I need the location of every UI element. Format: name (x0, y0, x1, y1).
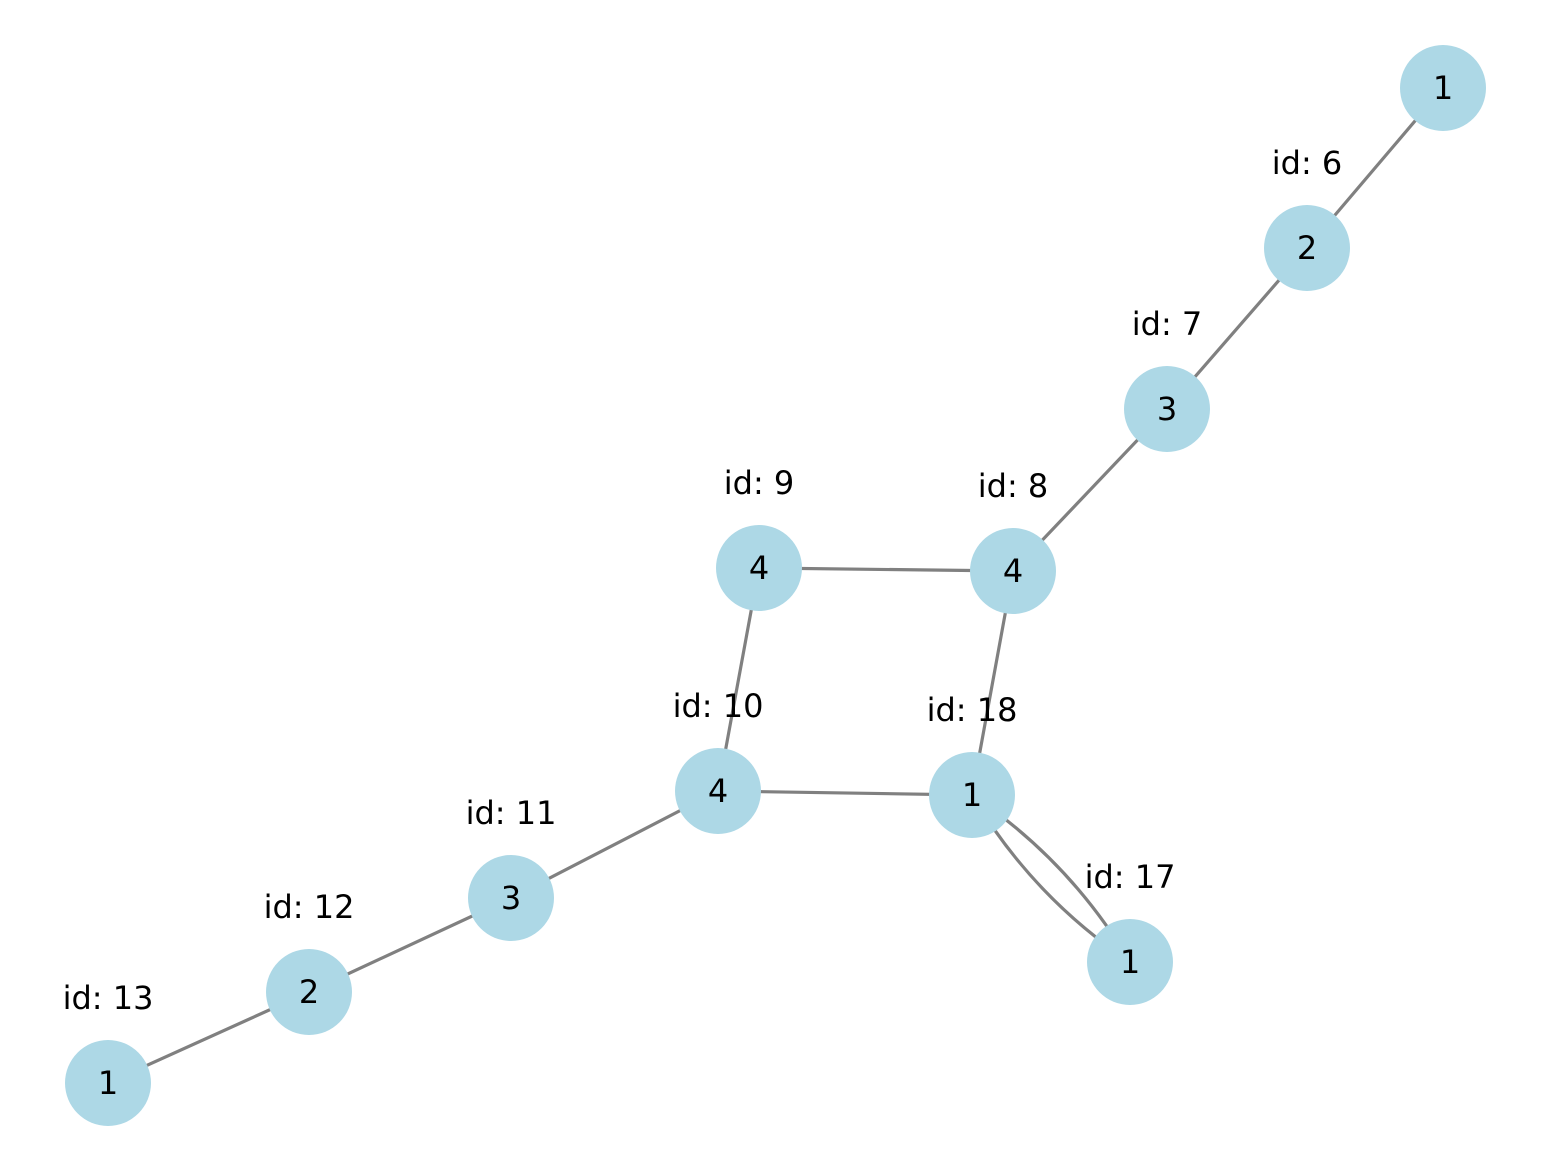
node-id-label-n18: id: 18 (927, 691, 1018, 729)
node-circle (468, 855, 554, 941)
node-circle (675, 748, 761, 834)
node-id-label-n11: id: 11 (466, 794, 557, 832)
node-n13: 1 (65, 1040, 151, 1126)
node-id-label-n8: id: 8 (978, 467, 1049, 505)
node-value: 1 (1433, 69, 1453, 107)
node-id-label-n17: id: 17 (1085, 858, 1176, 896)
node-circle (1400, 45, 1486, 131)
node-id-label-n9: id: 9 (724, 464, 795, 502)
node-id-label-n12: id: 12 (264, 888, 355, 926)
id-labels-layer: id: 6 id: 7 id: 8 id: 9 id: 10 id: 18 id: 17 id… (63, 144, 1343, 1017)
node-id-label-n13: id: 13 (63, 979, 154, 1017)
node-value: 4 (749, 549, 769, 587)
node-circle (266, 949, 352, 1035)
node-id-label-n6: id: 6 (1272, 144, 1343, 182)
node-circle (1264, 205, 1350, 291)
node-n12: 2 (266, 949, 352, 1035)
node-value: 4 (708, 772, 728, 810)
nodes-layer: 1 2 3 4 4 4 1 1 3 2 1 (65, 45, 1486, 1126)
node-value: 2 (299, 973, 319, 1011)
node-id-label-n7: id: 7 (1132, 305, 1203, 343)
node-top: 1 (1400, 45, 1486, 131)
node-circle (970, 528, 1056, 614)
node-circle (65, 1040, 151, 1126)
node-value: 1 (1120, 943, 1140, 981)
node-n9: 4 (716, 525, 802, 611)
node-n18: 1 (929, 752, 1015, 838)
node-n10: 4 (675, 748, 761, 834)
node-value: 1 (98, 1064, 118, 1102)
node-n6: 2 (1264, 205, 1350, 291)
node-circle (1087, 919, 1173, 1005)
node-value: 3 (501, 879, 521, 917)
node-n7: 3 (1124, 366, 1210, 452)
node-id-label-n10: id: 10 (673, 687, 764, 725)
node-value: 2 (1297, 229, 1317, 267)
node-value: 4 (1003, 552, 1023, 590)
node-circle (929, 752, 1015, 838)
node-n11: 3 (468, 855, 554, 941)
node-n8: 4 (970, 528, 1056, 614)
node-n17: 1 (1087, 919, 1173, 1005)
node-circle (716, 525, 802, 611)
node-value: 3 (1157, 390, 1177, 428)
node-value: 1 (962, 776, 982, 814)
node-circle (1124, 366, 1210, 452)
